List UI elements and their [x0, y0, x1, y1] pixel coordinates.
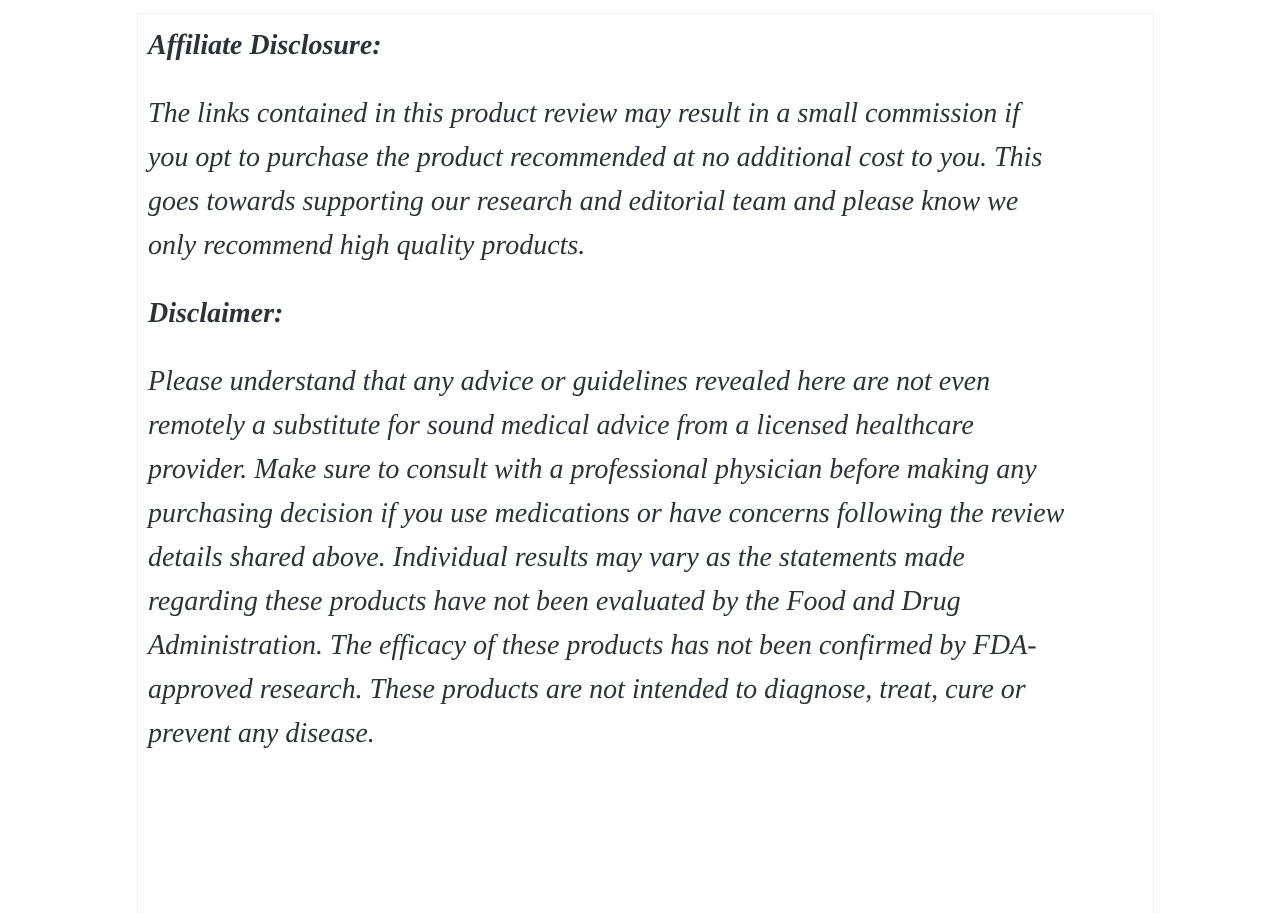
disclaimer-text: Please understand that any advice or gui… — [148, 366, 1065, 749]
affiliate-disclosure-text: The links contained in this product revi… — [148, 98, 1043, 261]
article-content-card: Affiliate Disclosure: The links containe… — [137, 13, 1154, 913]
affiliate-disclosure-section: Affiliate Disclosure: The links containe… — [148, 24, 1151, 268]
disclaimer-section: Disclaimer: Please understand that any a… — [148, 292, 1151, 756]
disclaimer-heading: Disclaimer: — [148, 298, 284, 329]
affiliate-disclosure-heading: Affiliate Disclosure: — [148, 30, 382, 61]
